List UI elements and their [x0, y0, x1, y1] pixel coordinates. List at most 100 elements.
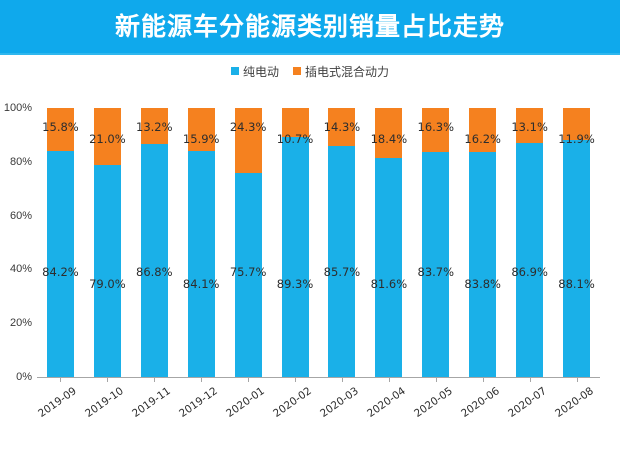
bar-column[interactable] [93, 108, 121, 377]
page-title: 新能源车分能源类别销量占比走势 [114, 12, 505, 41]
bar-segment-phev[interactable] [234, 108, 262, 174]
value-label-bev: 88.1% [558, 277, 595, 291]
bar-segment-bev[interactable] [516, 143, 544, 377]
value-label-phev: 11.9% [558, 132, 595, 146]
bar-segment-phev[interactable] [93, 108, 121, 165]
x-axis-category-label: 2020-06 [458, 385, 502, 420]
bar-segment-bev[interactable] [328, 146, 356, 377]
bar-segment-bev[interactable] [187, 150, 215, 377]
x-axis-tick-mark [388, 378, 390, 382]
value-label-phev: 10.7% [276, 132, 314, 146]
bar-segment-bev[interactable] [46, 150, 74, 377]
title-band [0, 0, 620, 55]
bar-segment-bev[interactable] [375, 157, 403, 377]
bar-segment-phev[interactable] [516, 108, 544, 144]
y-axis-tick-label: 80% [9, 155, 32, 168]
legend-swatch-icon [293, 67, 301, 75]
chart-legend: 纯电动 插电式混合动力 [0, 62, 620, 80]
bar-column[interactable] [140, 108, 168, 377]
y-axis-tick-label: 20% [9, 317, 32, 330]
legend-item-1[interactable]: 插电式混合动力 [293, 63, 389, 80]
bar-column[interactable] [469, 108, 497, 377]
x-axis-category-label: 2020-07 [505, 385, 549, 420]
legend-item-label: 插电式混合动力 [305, 64, 390, 79]
bar-column[interactable] [234, 108, 262, 377]
bar-segment-phev[interactable] [140, 108, 168, 144]
value-label-phev: 18.4% [370, 132, 408, 146]
x-axis-tick-mark [295, 378, 297, 382]
bar-segment-phev[interactable] [375, 108, 403, 158]
bar-segment-phev[interactable] [422, 108, 450, 152]
y-axis-tick-label: 100% [3, 102, 32, 114]
x-axis-category-label: 2020-05 [411, 385, 455, 420]
bar-column[interactable] [422, 108, 450, 377]
y-axis-tick-label: 0% [16, 371, 32, 383]
x-axis-category-label: 2020-08 [552, 385, 596, 420]
value-label-phev: 13.2% [136, 120, 173, 134]
x-axis-line [37, 377, 600, 378]
value-label-bev: 81.6% [370, 277, 408, 291]
value-label-phev: 15.9% [182, 132, 220, 146]
value-label-bev: 86.9% [511, 265, 548, 279]
bar-segment-bev[interactable] [281, 136, 309, 377]
bar-segment-bev[interactable] [140, 143, 168, 377]
bar-segment-phev[interactable] [281, 108, 309, 137]
value-label-bev: 85.7% [323, 265, 361, 279]
x-axis-tick-mark [482, 378, 484, 382]
bar-column[interactable] [281, 108, 309, 377]
value-label-phev: 24.3% [229, 120, 267, 134]
value-label-phev: 15.8% [42, 120, 79, 134]
x-axis-category-label: 2020-03 [318, 385, 361, 420]
value-label-bev: 84.1% [182, 277, 220, 291]
value-label-bev: 83.8% [464, 277, 501, 291]
bar-column[interactable] [563, 108, 591, 377]
value-label-phev: 21.0% [89, 132, 126, 146]
value-label-phev: 14.3% [323, 120, 361, 134]
value-label-phev: 13.1% [511, 120, 548, 134]
x-axis-tick-mark [529, 378, 531, 382]
x-axis-tick-mark [201, 378, 203, 382]
value-label-bev: 79.0% [89, 277, 126, 291]
x-axis-category-label: 2019-09 [36, 385, 80, 420]
value-label-phev: 16.2% [464, 132, 501, 146]
bar-segment-phev[interactable] [563, 108, 591, 141]
x-axis-tick-mark [60, 378, 62, 382]
bar-segment-phev[interactable] [328, 108, 356, 147]
bar-segment-phev[interactable] [46, 108, 74, 151]
bar-segment-phev[interactable] [187, 108, 215, 151]
value-label-bev: 83.7% [417, 265, 455, 279]
bar-column[interactable] [187, 108, 215, 377]
x-axis-category-label: 2019-11 [130, 385, 174, 420]
value-label-phev: 16.3% [417, 120, 455, 134]
value-label-bev: 75.7% [229, 265, 267, 279]
x-axis-tick-mark [435, 378, 437, 382]
bar-segment-bev[interactable] [563, 140, 591, 377]
value-label-bev: 84.2% [42, 265, 79, 279]
x-axis-category-label: 2020-01 [224, 385, 268, 420]
bar-column[interactable] [375, 108, 403, 377]
x-axis-category-label: 2020-04 [364, 385, 408, 420]
bar-segment-bev[interactable] [469, 151, 497, 377]
value-label-bev: 86.8% [136, 265, 173, 279]
bar-column[interactable] [516, 108, 544, 377]
value-label-bev: 89.3% [276, 277, 314, 291]
x-axis-tick-mark [154, 378, 156, 382]
bar-segment-phev[interactable] [469, 108, 497, 152]
bar-column[interactable] [46, 108, 74, 377]
legend-item-label: 纯电动 [242, 64, 279, 79]
x-axis-tick-mark [576, 378, 578, 382]
x-axis-tick-mark [107, 378, 109, 382]
bar-segment-bev[interactable] [234, 173, 262, 377]
x-axis-category-label: 2019-12 [177, 385, 221, 420]
x-axis-category-label: 2020-02 [271, 385, 314, 420]
x-axis-category-label: 2019-10 [83, 385, 127, 420]
bar-column[interactable] [328, 108, 356, 377]
legend-item-0[interactable]: 纯电动 [230, 63, 279, 80]
y-axis-tick-label: 40% [9, 263, 32, 276]
bar-segment-bev[interactable] [93, 164, 121, 377]
legend-swatch-icon [230, 67, 239, 75]
y-axis-tick-label: 60% [9, 209, 32, 222]
bar-segment-bev[interactable] [422, 151, 450, 377]
